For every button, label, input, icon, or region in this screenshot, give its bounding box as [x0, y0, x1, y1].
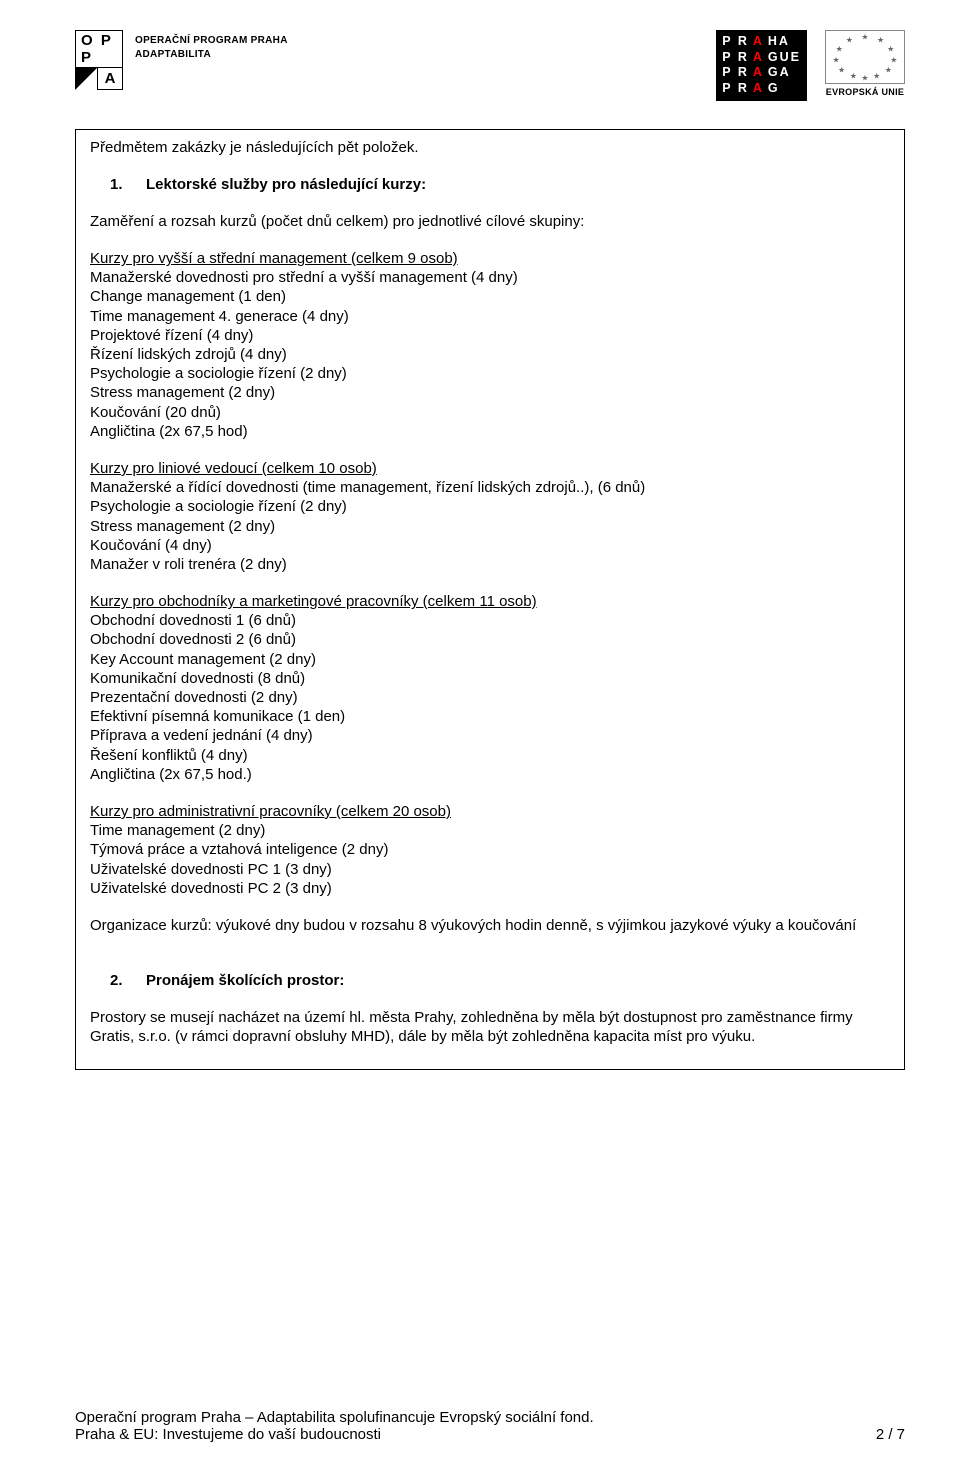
eu-label: EVROPSKÁ UNIE	[825, 87, 905, 97]
section-1-heading: 1. Lektorské služby pro následující kurz…	[110, 175, 890, 194]
list-item: Koučování (20 dnů)	[90, 403, 890, 422]
list-item: Koučování (4 dny)	[90, 536, 890, 555]
list-item: Change management (1 den)	[90, 287, 890, 306]
section-1-subtitle: Zaměření a rozsah kurzů (počet dnů celke…	[90, 212, 890, 231]
list-item: Psychologie a sociologie řízení (2 dny)	[90, 497, 890, 516]
oppa-title-line1: OPERAČNÍ PROGRAM PRAHA	[135, 34, 288, 48]
praha-logo: P RAHA P RAGUE P RAGA P RAG	[716, 30, 807, 101]
group-4-heading: Kurzy pro administrativní pracovníky (ce…	[90, 802, 890, 821]
list-item: Stress management (2 dny)	[90, 383, 890, 402]
list-item: Prezentační dovednosti (2 dny)	[90, 688, 890, 707]
section-2-heading: 2. Pronájem školících prostor:	[110, 971, 890, 990]
list-item: Týmová práce a vztahová inteligence (2 d…	[90, 840, 890, 859]
list-item: Obchodní dovednosti 2 (6 dnů)	[90, 630, 890, 649]
list-item: Angličtina (2x 67,5 hod)	[90, 422, 890, 441]
list-item: Time management (2 dny)	[90, 821, 890, 840]
list-item: Angličtina (2x 67,5 hod.)	[90, 765, 890, 784]
oppa-logo-bottom: A	[97, 68, 123, 90]
content-box: Předmětem zakázky je následujících pět p…	[75, 129, 905, 1070]
list-item: Psychologie a sociologie řízení (2 dny)	[90, 364, 890, 383]
footer-line1: Operační program Praha – Adaptabilita sp…	[75, 1409, 905, 1426]
list-item: Time management 4. generace (4 dny)	[90, 307, 890, 326]
list-item: Efektivní písemná komunikace (1 den)	[90, 707, 890, 726]
list-item: Manažerské a řídící dovednosti (time man…	[90, 478, 890, 497]
list-item: Projektové řízení (4 dny)	[90, 326, 890, 345]
section-1-title: Lektorské služby pro následující kurzy:	[146, 175, 426, 194]
group-1-heading: Kurzy pro vyšší a střední management (ce…	[90, 249, 890, 268]
intro-text: Předmětem zakázky je následujících pět p…	[90, 138, 890, 157]
footer-line2: Praha & EU: Investujeme do vaší budoucno…	[75, 1426, 381, 1443]
page-footer: Operační program Praha – Adaptabilita sp…	[75, 1409, 905, 1443]
header-right: P RAHA P RAGUE P RAGA P RAG ★ ★ ★ ★ ★ ★ …	[716, 30, 905, 101]
list-item: Řešení konfliktů (4 dny)	[90, 746, 890, 765]
group-3-heading: Kurzy pro obchodníky a marketingové prac…	[90, 592, 890, 611]
oppa-title-line2: ADAPTABILITA	[135, 48, 288, 62]
group-2-heading: Kurzy pro liniové vedoucí (celkem 10 oso…	[90, 459, 890, 478]
page-number: 2 / 7	[876, 1426, 905, 1443]
list-item: Obchodní dovednosti 1 (6 dnů)	[90, 611, 890, 630]
oppa-title: OPERAČNÍ PROGRAM PRAHA ADAPTABILITA	[135, 30, 288, 61]
eu-block: ★ ★ ★ ★ ★ ★ ★ ★ ★ ★ ★ ★ EVROPSKÁ UNIE	[825, 30, 905, 97]
page-header: O P P A OPERAČNÍ PROGRAM PRAHA ADAPTABIL…	[75, 30, 905, 101]
oppa-logo-top: O P P	[75, 30, 123, 68]
section-2-body: Prostory se musejí nacházet na území hl.…	[90, 1008, 890, 1046]
section-1-number: 1.	[110, 175, 128, 194]
section-2-number: 2.	[110, 971, 128, 990]
list-item: Řízení lidských zdrojů (4 dny)	[90, 345, 890, 364]
list-item: Manažer v roli trenéra (2 dny)	[90, 555, 890, 574]
list-item: Příprava a vedení jednání (4 dny)	[90, 726, 890, 745]
oppa-logo: O P P A	[75, 30, 123, 90]
section-2-title: Pronájem školících prostor:	[146, 971, 344, 990]
list-item: Key Account management (2 dny)	[90, 650, 890, 669]
list-item: Komunikační dovednosti (8 dnů)	[90, 669, 890, 688]
oppa-triangle-icon	[75, 68, 97, 90]
list-item: Manažerské dovednosti pro střední a vyšš…	[90, 268, 890, 287]
list-item: Uživatelské dovednosti PC 2 (3 dny)	[90, 879, 890, 898]
eu-flag-icon: ★ ★ ★ ★ ★ ★ ★ ★ ★ ★ ★ ★	[825, 30, 905, 84]
list-item: Stress management (2 dny)	[90, 517, 890, 536]
organization-note: Organizace kurzů: výukové dny budou v ro…	[90, 916, 890, 935]
list-item: Uživatelské dovednosti PC 1 (3 dny)	[90, 860, 890, 879]
header-left: O P P A OPERAČNÍ PROGRAM PRAHA ADAPTABIL…	[75, 30, 288, 90]
